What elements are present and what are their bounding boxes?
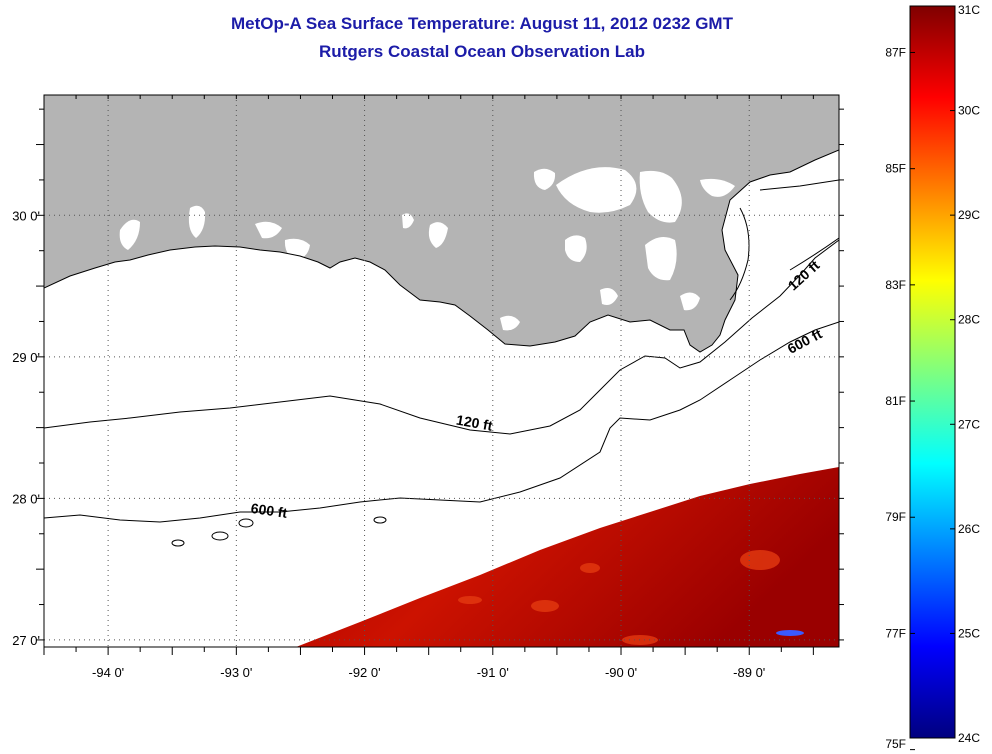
- map-frame: [43, 94, 840, 648]
- lon-tick-label: -92 0': [349, 665, 381, 680]
- lon-tick-label: -90 0': [605, 665, 637, 680]
- isobath-600ft: [44, 321, 839, 523]
- isobath-label: 120 ft: [455, 412, 494, 434]
- lon-tick-label: -93 0': [220, 665, 252, 680]
- inland-water: [119, 167, 735, 331]
- fahrenheit-label: 77F: [885, 626, 906, 640]
- map-subtitle: Rutgers Coastal Ocean Observation Lab: [319, 42, 645, 61]
- isobath-600ft-islets: [171, 516, 387, 547]
- fahrenheit-label: 85F: [885, 162, 906, 176]
- colorbar: [909, 5, 956, 739]
- lat-lon-grid: [44, 95, 839, 647]
- celsius-label: 28C: [958, 313, 980, 327]
- fahrenheit-label: 87F: [885, 45, 906, 59]
- lon-tick-label: -94 0': [92, 665, 124, 680]
- celsius-label: 27C: [958, 417, 980, 431]
- celsius-label: 31C: [958, 3, 980, 17]
- fahrenheit-label: 75F: [885, 737, 906, 751]
- lon-tick-label: -89 0': [733, 665, 765, 680]
- lat-tick-label: 30 0': [12, 208, 40, 223]
- celsius-label: 30C: [958, 104, 980, 118]
- sst-swath: [296, 467, 839, 647]
- barrier-islands: [729, 179, 839, 301]
- isobath-label: 600 ft: [250, 500, 289, 521]
- coastline: [44, 149, 839, 353]
- sst-cool-spot: [776, 630, 804, 636]
- celsius-label: 25C: [958, 626, 980, 640]
- celsius-label: 26C: [958, 522, 980, 536]
- celsius-label: 29C: [958, 208, 980, 222]
- lon-tick-label: -91 0': [477, 665, 509, 680]
- lat-tick-label: 29 0': [12, 350, 40, 365]
- fahrenheit-label: 79F: [885, 510, 906, 524]
- map-title: MetOp-A Sea Surface Temperature: August …: [231, 14, 733, 33]
- isobath-120ft: [44, 239, 839, 435]
- celsius-label: 24C: [958, 731, 980, 745]
- fahrenheit-label: 83F: [885, 278, 906, 292]
- lat-tick-label: 28 0': [12, 491, 40, 506]
- lat-tick-label: 27 0': [12, 633, 40, 648]
- fahrenheit-label: 81F: [885, 394, 906, 408]
